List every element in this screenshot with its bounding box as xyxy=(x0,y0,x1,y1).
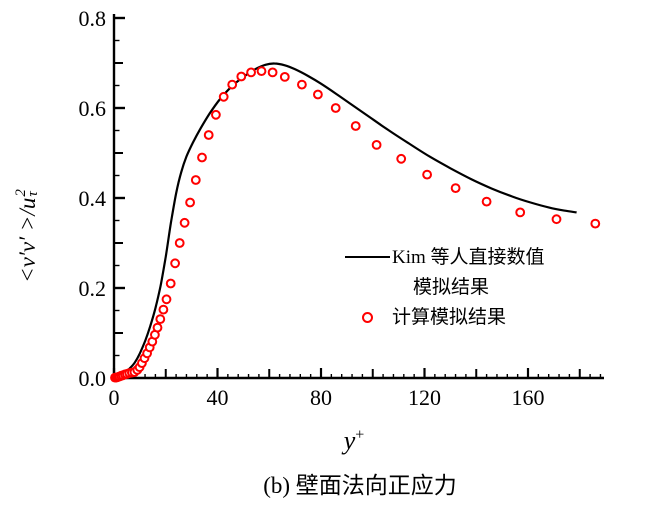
computed-data-point xyxy=(246,67,257,78)
computed-data-point xyxy=(170,258,181,269)
computed-data-point xyxy=(158,304,169,315)
computed-data-point xyxy=(422,169,433,180)
x-tick-label: 0 xyxy=(109,385,120,410)
computed-data-point xyxy=(279,72,290,82)
y-tick-label: 0.8 xyxy=(79,6,107,31)
x-tick-label: 80 xyxy=(310,385,332,410)
computed-data-point xyxy=(152,322,163,333)
computed-data-point xyxy=(481,196,492,207)
computed-data-point xyxy=(174,238,185,248)
y-axis-label-subscript: τ xyxy=(25,191,41,197)
legend-line-sample-icon xyxy=(345,256,390,258)
computed-data-point xyxy=(179,217,190,228)
legend-circle-marker-icon xyxy=(362,311,373,323)
legend-entry-computed: 计算模拟结果 xyxy=(345,302,545,332)
computed-data-point xyxy=(197,152,207,163)
legend-computed-label: 计算模拟结果 xyxy=(392,306,507,328)
computed-data-point xyxy=(218,91,229,102)
x-tick-label: 120 xyxy=(408,385,441,410)
computed-data-point xyxy=(190,175,201,185)
computed-data-point xyxy=(350,121,361,131)
computed-data-point xyxy=(161,294,172,305)
computed-data-point xyxy=(551,214,562,225)
chart-legend: Kim 等人直接数值 模拟结果 计算模拟结果 xyxy=(345,242,545,332)
x-axis-label-base: y xyxy=(343,426,356,455)
computed-data-point xyxy=(330,103,341,113)
y-tick-label: 0.2 xyxy=(79,276,107,301)
y-tick-label: 0.6 xyxy=(79,96,107,121)
computed-data-point xyxy=(185,197,196,208)
computed-data-point xyxy=(515,207,526,218)
legend-dns-label-line1: Kim 等人直接数值 xyxy=(392,246,545,268)
computed-data-point xyxy=(450,183,461,194)
x-tick-label: 40 xyxy=(207,385,229,410)
y-tick-label: 0.4 xyxy=(79,186,107,211)
figure-caption: (b) 壁面法向正应力 xyxy=(263,473,457,498)
x-axis-label: y+ xyxy=(114,426,594,456)
computed-data-point xyxy=(313,89,323,100)
computed-data-point xyxy=(155,314,166,325)
computed-data-point xyxy=(211,109,221,120)
computed-data-point xyxy=(165,278,176,289)
x-axis-label-superscript: + xyxy=(355,426,365,444)
computed-data-point xyxy=(590,218,601,229)
y-axis-label: <v′v′ >/u 2 τ xyxy=(9,126,47,346)
computed-data-point xyxy=(236,71,247,82)
computed-data-point xyxy=(371,140,382,150)
legend-entry-dns-line-wrap: 模拟结果 xyxy=(413,272,545,302)
legend-marker-box xyxy=(345,311,390,323)
computed-data-point xyxy=(297,79,307,90)
computed-data-point xyxy=(267,67,278,78)
y-tick-label: 0.0 xyxy=(79,366,107,391)
computed-data-point xyxy=(227,79,238,90)
legend-dns-label-line2: 模拟结果 xyxy=(413,276,490,298)
x-tick-label: 160 xyxy=(512,385,545,410)
computed-data-point xyxy=(203,130,214,140)
legend-entry-dns-line: Kim 等人直接数值 xyxy=(345,242,545,272)
computed-data-point xyxy=(256,66,267,76)
y-axis-label-main: <v′v′ >/u xyxy=(15,197,40,283)
computed-data-point xyxy=(396,153,407,164)
